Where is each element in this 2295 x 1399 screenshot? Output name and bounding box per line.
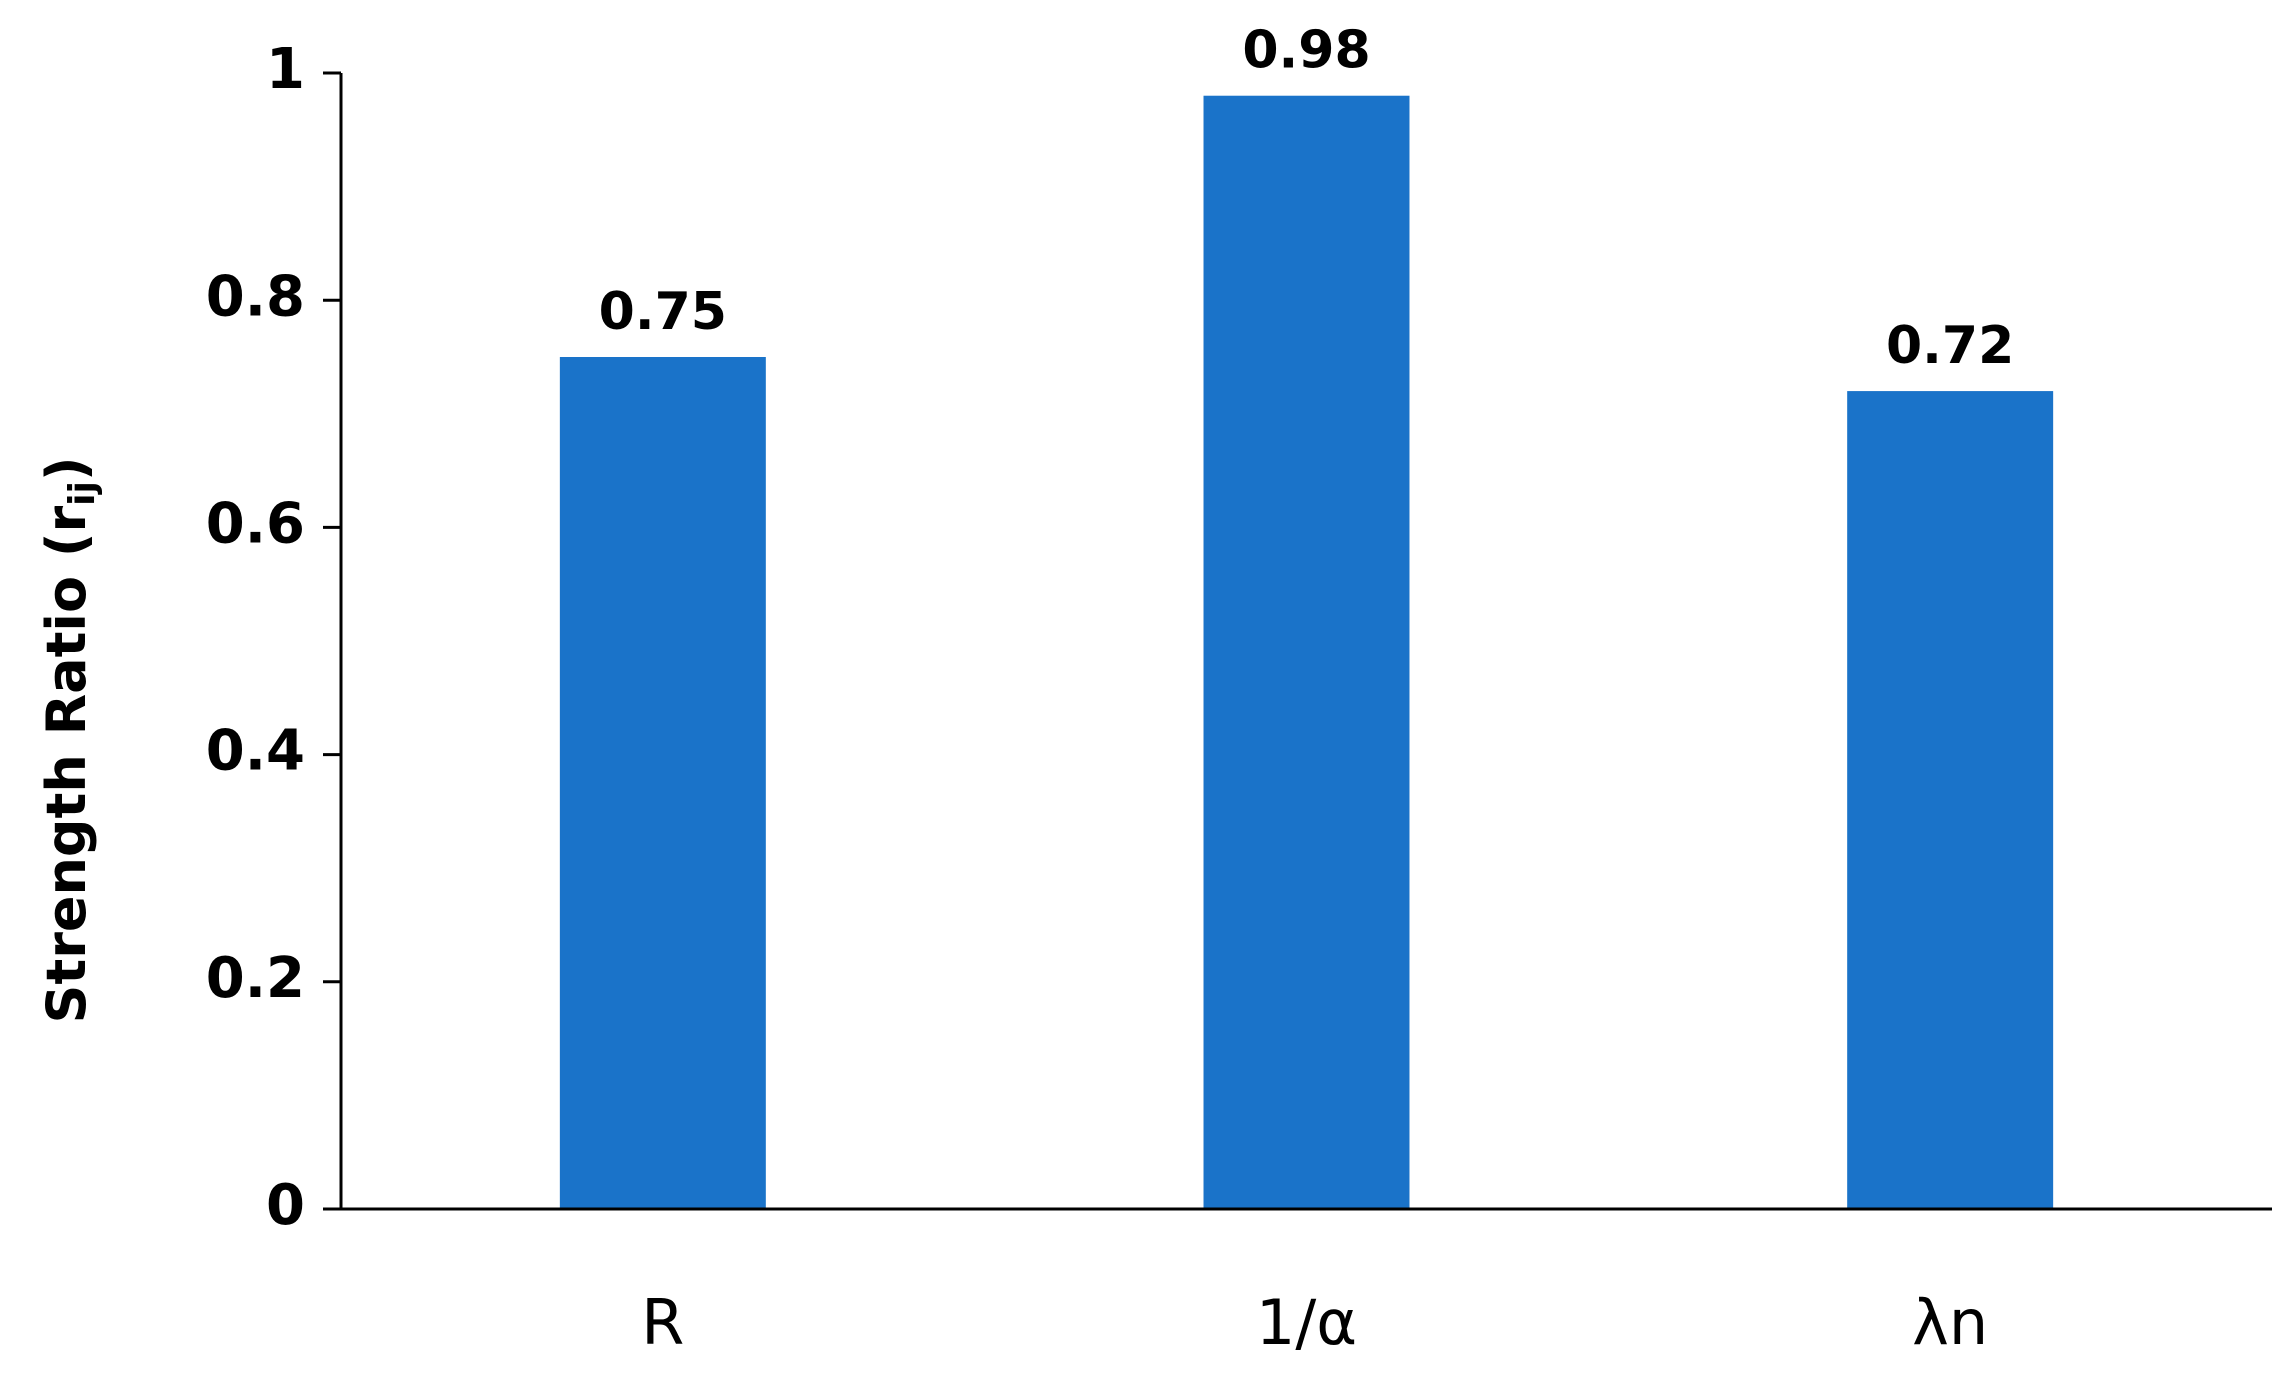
- y-tick-label: 1: [266, 37, 305, 102]
- y-axis-label: Strength Ratio (rij): [35, 456, 103, 1023]
- value-label: 0.75: [599, 282, 727, 342]
- y-axis-label-subscript: ij: [62, 481, 103, 506]
- y-tick-label: 0.4: [206, 719, 305, 784]
- bar: [1203, 95, 1410, 1210]
- x-tick-label: R: [641, 1286, 684, 1359]
- y-tick-label: 0: [266, 1173, 305, 1238]
- value-label: 0.98: [1242, 21, 1370, 81]
- y-tick-label: 0.6: [206, 492, 305, 557]
- y-tick-label: 0.2: [206, 946, 305, 1011]
- y-axis-label-text: ): [35, 456, 98, 481]
- x-tick-label: 1/α: [1256, 1286, 1357, 1359]
- x-tick-label: λn: [1912, 1286, 1988, 1359]
- y-axis-label-text: Strength Ratio (r: [35, 505, 98, 1023]
- bar: [559, 357, 766, 1209]
- value-label: 0.72: [1886, 316, 2014, 376]
- bar: [1847, 391, 2054, 1210]
- y-tick-label: 0.8: [206, 264, 305, 329]
